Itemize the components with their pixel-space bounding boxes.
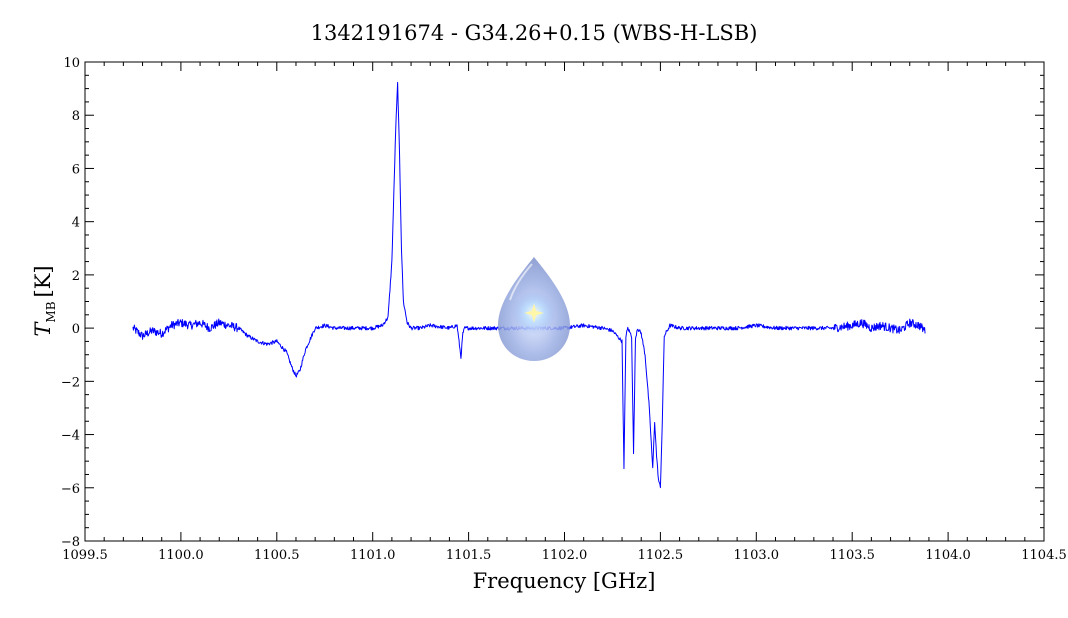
drop-highlight xyxy=(509,263,533,301)
x-tick-label: 1099.5 xyxy=(62,548,108,563)
y-tick-labels: 10 8 6 4 2 0 −2 −4 −6 −8 xyxy=(61,56,80,550)
herschel-drop-logo xyxy=(498,257,570,361)
chart-title: 1342191674 - G34.26+0.15 (WBS-H-LSB) xyxy=(311,21,758,45)
x-tick-label: 1104.5 xyxy=(1021,548,1067,563)
x-tick-label: 1101.5 xyxy=(446,548,492,563)
y-axis-label: TMB [K] xyxy=(31,265,58,336)
y-axis-label-sub: MB xyxy=(44,301,58,322)
y-tick-label: −2 xyxy=(61,375,80,390)
x-tick-label: 1104.0 xyxy=(925,548,971,563)
svg-text:TMB[K]: TMB [K] xyxy=(31,265,58,336)
y-tick-label: −8 xyxy=(61,535,80,550)
axis-ticks xyxy=(84,61,1045,542)
y-tick-label: −6 xyxy=(61,482,80,497)
x-tick-label: 1103.5 xyxy=(829,548,875,563)
x-tick-labels: 1099.5 1100.0 1100.5 1101.0 1101.5 1102.0 1102… xyxy=(62,548,1067,563)
y-tick-label: 2 xyxy=(72,269,80,284)
x-tick-label: 1100.0 xyxy=(158,548,204,563)
y-tick-label: 10 xyxy=(63,56,80,71)
x-tick-label: 1100.5 xyxy=(254,548,300,563)
star-icon xyxy=(524,303,544,323)
y-axis-label-main: T xyxy=(31,321,55,337)
y-tick-label: −4 xyxy=(61,429,80,444)
plot-frame xyxy=(84,61,1045,542)
x-tick-label: 1101.0 xyxy=(350,548,396,563)
y-axis-label-unit: [K] xyxy=(31,265,55,297)
y-tick-label: 6 xyxy=(72,162,80,177)
x-tick-label: 1102.5 xyxy=(638,548,684,563)
x-tick-label: 1102.0 xyxy=(542,548,588,563)
x-tick-label: 1103.0 xyxy=(734,548,780,563)
y-tick-label: 0 xyxy=(72,322,80,337)
x-axis-label: Frequency [GHz] xyxy=(473,569,656,593)
y-tick-label: 8 xyxy=(72,109,80,124)
y-tick-label: 4 xyxy=(72,216,80,231)
